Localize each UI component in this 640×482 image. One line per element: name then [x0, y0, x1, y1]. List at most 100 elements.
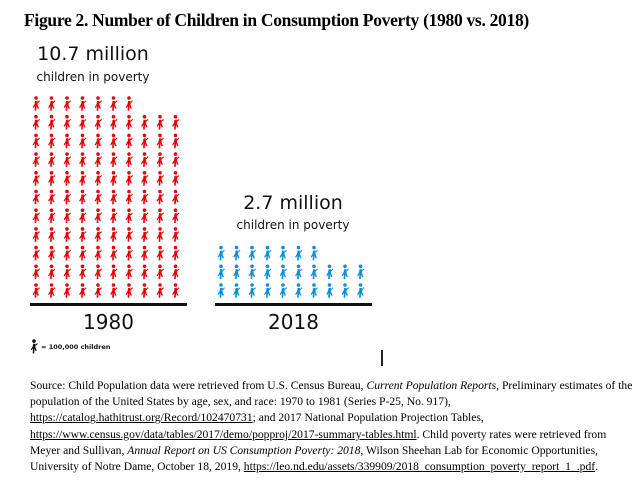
- subheadline-2018: children in poverty: [236, 218, 350, 232]
- child-icon: [156, 245, 164, 261]
- child-icon: [156, 152, 164, 167]
- child-icon: [63, 114, 71, 130]
- child-icon: [110, 227, 118, 242]
- child-icon: [94, 264, 102, 280]
- child-icon: [32, 133, 40, 149]
- census-link[interactable]: https://www.census.gov/data/tables/2017/…: [30, 427, 417, 441]
- child-icon: [125, 264, 133, 280]
- child-icon: [156, 208, 164, 223]
- child-icon: [48, 245, 56, 261]
- source-report-title-1: Current Population Reports: [366, 379, 497, 392]
- child-icon: [63, 189, 71, 205]
- child-icon: [341, 283, 349, 298]
- child-icon: [79, 264, 87, 280]
- child-icon: [248, 245, 256, 261]
- child-icon: [110, 152, 118, 167]
- child-icon: [172, 114, 180, 130]
- child-icon: [295, 264, 303, 280]
- child-icon: [172, 245, 180, 261]
- child-icon: [310, 245, 318, 261]
- baseline-2018: [215, 303, 372, 306]
- child-icon: [32, 189, 40, 205]
- child-icon: [141, 245, 149, 261]
- child-icon: [79, 152, 87, 167]
- child-icon: [141, 171, 149, 186]
- pictogram-grid-2018: [217, 245, 365, 298]
- child-icon: [233, 245, 241, 261]
- child-icon: [141, 114, 149, 130]
- child-icon: [172, 152, 180, 167]
- child-icon: [125, 96, 133, 111]
- child-icon: [310, 283, 318, 298]
- child-icon: [172, 283, 180, 298]
- child-icon: [32, 227, 40, 242]
- child-icon: [172, 189, 180, 205]
- child-icon: [172, 171, 180, 186]
- child-icon: [217, 264, 225, 280]
- child-icon: [63, 133, 71, 149]
- child-icon: [94, 283, 102, 298]
- child-icon: [125, 114, 133, 130]
- child-icon: [63, 152, 71, 167]
- hathitrust-link[interactable]: https://catalog.hathitrust.org/Record/10…: [30, 411, 253, 425]
- child-icon: [32, 245, 40, 261]
- child-icon: [48, 152, 56, 167]
- child-icon: [32, 96, 40, 111]
- child-icon: [125, 227, 133, 242]
- child-icon: [94, 114, 102, 130]
- child-icon: [32, 114, 40, 130]
- child-icon: [94, 245, 102, 261]
- child-icon: [141, 208, 149, 223]
- child-icon: [48, 171, 56, 186]
- child-icon: [156, 227, 164, 242]
- subheadline-1980: children in poverty: [36, 70, 150, 84]
- child-icon: [110, 171, 118, 186]
- child-icon: [141, 189, 149, 205]
- child-icon: [110, 133, 118, 149]
- child-icon: [30, 339, 38, 354]
- child-icon: [79, 283, 87, 298]
- child-icon: [156, 114, 164, 130]
- child-icon: [156, 283, 164, 298]
- child-icon: [264, 283, 272, 298]
- child-icon: [48, 189, 56, 205]
- child-icon: [110, 189, 118, 205]
- child-icon: [94, 152, 102, 167]
- headline-1980: 10.7 million: [37, 43, 149, 65]
- child-icon: [141, 264, 149, 280]
- child-icon: [141, 133, 149, 149]
- child-icon: [125, 133, 133, 149]
- child-icon: [326, 264, 334, 280]
- child-icon: [172, 208, 180, 223]
- child-icon: [32, 283, 40, 298]
- child-icon: [79, 96, 87, 111]
- child-icon: [125, 152, 133, 167]
- source-note: Source: Child Population data were retri…: [30, 378, 636, 475]
- child-icon: [156, 264, 164, 280]
- child-icon: [172, 227, 180, 242]
- child-icon: [48, 133, 56, 149]
- child-icon: [264, 245, 272, 261]
- child-icon: [79, 133, 87, 149]
- child-icon: [233, 264, 241, 280]
- child-icon: [141, 152, 149, 167]
- child-icon: [125, 171, 133, 186]
- leo-report-link[interactable]: https://leo.nd.edu/assets/339909/2018_co…: [243, 460, 596, 474]
- child-icon: [156, 189, 164, 205]
- child-icon: [156, 171, 164, 186]
- child-icon: [125, 189, 133, 205]
- child-icon: [48, 283, 56, 298]
- child-icon: [94, 133, 102, 149]
- child-icon: [110, 114, 118, 130]
- child-icon: [279, 283, 287, 298]
- source-text-4: , Wilson Sheehan Lab for Economic Opport…: [30, 443, 598, 474]
- child-icon: [110, 96, 118, 111]
- headline-2018: 2.7 million: [243, 192, 343, 214]
- child-icon: [141, 227, 149, 242]
- child-icon: [94, 208, 102, 223]
- child-icon: [248, 283, 256, 298]
- child-icon: [156, 133, 164, 149]
- child-icon: [110, 245, 118, 261]
- child-icon: [79, 189, 87, 205]
- child-icon: [63, 245, 71, 261]
